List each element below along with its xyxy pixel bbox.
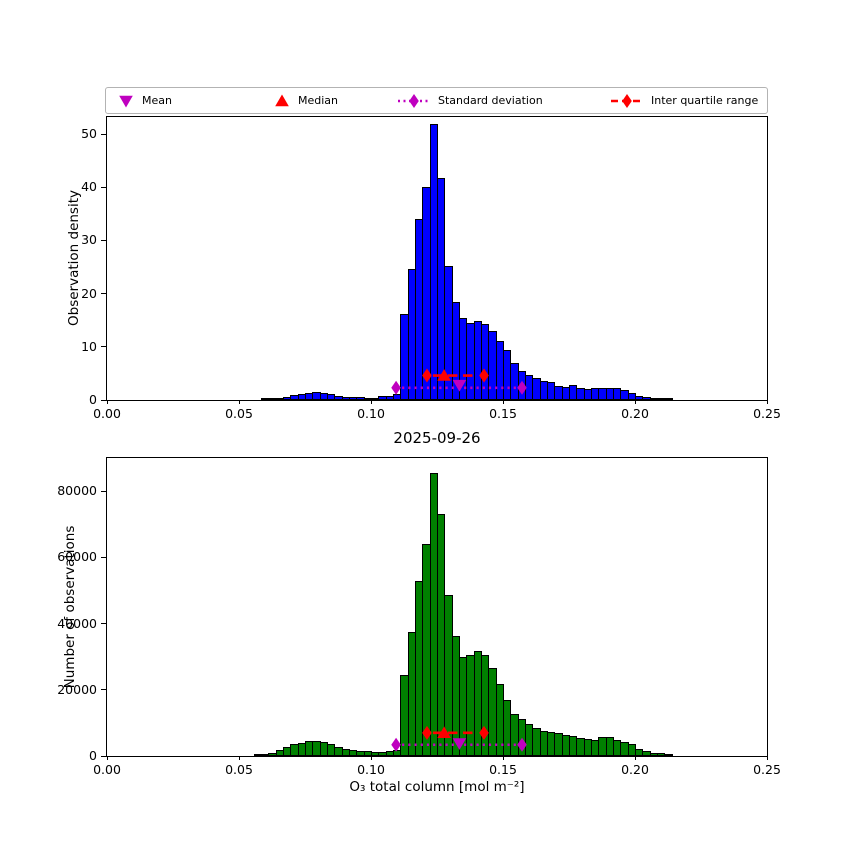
x-tick bbox=[238, 400, 240, 404]
x-tick-label: 0.15 bbox=[489, 762, 517, 777]
x-tick-label: 0.00 bbox=[93, 762, 121, 777]
legend-item-inter-quartile-range: Inter quartile range bbox=[611, 88, 758, 113]
plot-title: 2025-09-26 bbox=[393, 429, 481, 447]
y-tick bbox=[101, 689, 106, 691]
y-tick-label: 50 bbox=[81, 126, 97, 141]
y-tick-label: 10 bbox=[81, 338, 97, 354]
x-tick-label: 0.20 bbox=[621, 762, 649, 777]
triangle-down-icon bbox=[119, 95, 133, 107]
y-tick-label: 20 bbox=[81, 285, 97, 301]
legend-item-median: Median bbox=[274, 88, 338, 113]
y-tick-label: 0 bbox=[89, 392, 97, 407]
y-tick-label: 30 bbox=[81, 232, 97, 248]
y-tick bbox=[101, 556, 106, 558]
diamond-icon bbox=[409, 93, 419, 108]
triangle-down-icon bbox=[119, 95, 133, 107]
x-tick bbox=[370, 400, 372, 404]
triangle-up-icon bbox=[275, 94, 289, 106]
x-tick bbox=[238, 756, 240, 760]
diamond-icon bbox=[622, 93, 632, 108]
y-tick-label: 40 bbox=[81, 179, 97, 195]
legend-label: Inter quartile range bbox=[651, 94, 759, 107]
y-tick-label: 40000 bbox=[57, 615, 97, 631]
top-y-axis-label: Observation density bbox=[66, 190, 82, 326]
legend-label: Mean bbox=[142, 94, 172, 107]
y-tick bbox=[101, 399, 106, 401]
x-tick-label: 0.10 bbox=[357, 406, 385, 421]
x-tick bbox=[106, 756, 108, 760]
y-tick-label: 60000 bbox=[57, 549, 97, 565]
x-tick bbox=[502, 756, 504, 760]
x-tick-label: 0.10 bbox=[357, 762, 385, 777]
x-tick-label: 0.20 bbox=[621, 406, 649, 421]
counts-plot: 0.00 0.05 0.10 0.15 0.20 0.25 0 20000 40000 60000… bbox=[57, 457, 781, 777]
y-tick bbox=[101, 755, 106, 757]
y-tick-label: 0 bbox=[89, 748, 97, 763]
x-tick bbox=[766, 400, 768, 404]
legend-item-mean: Mean bbox=[118, 88, 172, 113]
y-tick bbox=[101, 133, 106, 135]
histogram-bar bbox=[664, 754, 673, 756]
y-tick bbox=[101, 239, 106, 241]
diamond-icon bbox=[611, 93, 643, 108]
x-tick-label: 0.00 bbox=[93, 406, 121, 421]
legend-label: Median bbox=[298, 94, 339, 107]
density-plot: 0.00 0.05 0.10 0.15 0.20 0.25 0 10 20 30 40 50 bbox=[81, 116, 781, 421]
x-tick bbox=[766, 756, 768, 760]
y-tick-label: 20000 bbox=[57, 681, 97, 697]
y-tick bbox=[101, 346, 106, 348]
y-tick bbox=[101, 623, 106, 625]
legend: Mean Median Standard deviation Inter quarti… bbox=[105, 87, 768, 114]
x-tick-label: 0.25 bbox=[753, 762, 781, 777]
x-tick-label: 0.05 bbox=[225, 406, 253, 421]
y-tick bbox=[101, 186, 106, 188]
x-tick bbox=[634, 400, 636, 404]
legend-item-standard-deviation: Standard deviation bbox=[398, 88, 543, 113]
y-tick bbox=[101, 293, 106, 295]
x-axis-label: O₃ total column [mol m⁻²] bbox=[349, 779, 525, 795]
x-tick bbox=[106, 400, 108, 404]
diamond-icon bbox=[398, 93, 430, 108]
y-tick bbox=[101, 490, 106, 492]
x-tick bbox=[502, 400, 504, 404]
y-tick-label: 80000 bbox=[57, 483, 97, 499]
legend-label: Standard deviation bbox=[438, 94, 543, 107]
histogram-bar bbox=[664, 398, 673, 400]
triangle-up-icon bbox=[275, 94, 289, 106]
x-tick bbox=[634, 756, 636, 760]
x-tick-label: 0.25 bbox=[753, 406, 781, 421]
x-tick bbox=[370, 756, 372, 760]
x-tick-label: 0.15 bbox=[489, 406, 517, 421]
x-tick-label: 0.05 bbox=[225, 762, 253, 777]
